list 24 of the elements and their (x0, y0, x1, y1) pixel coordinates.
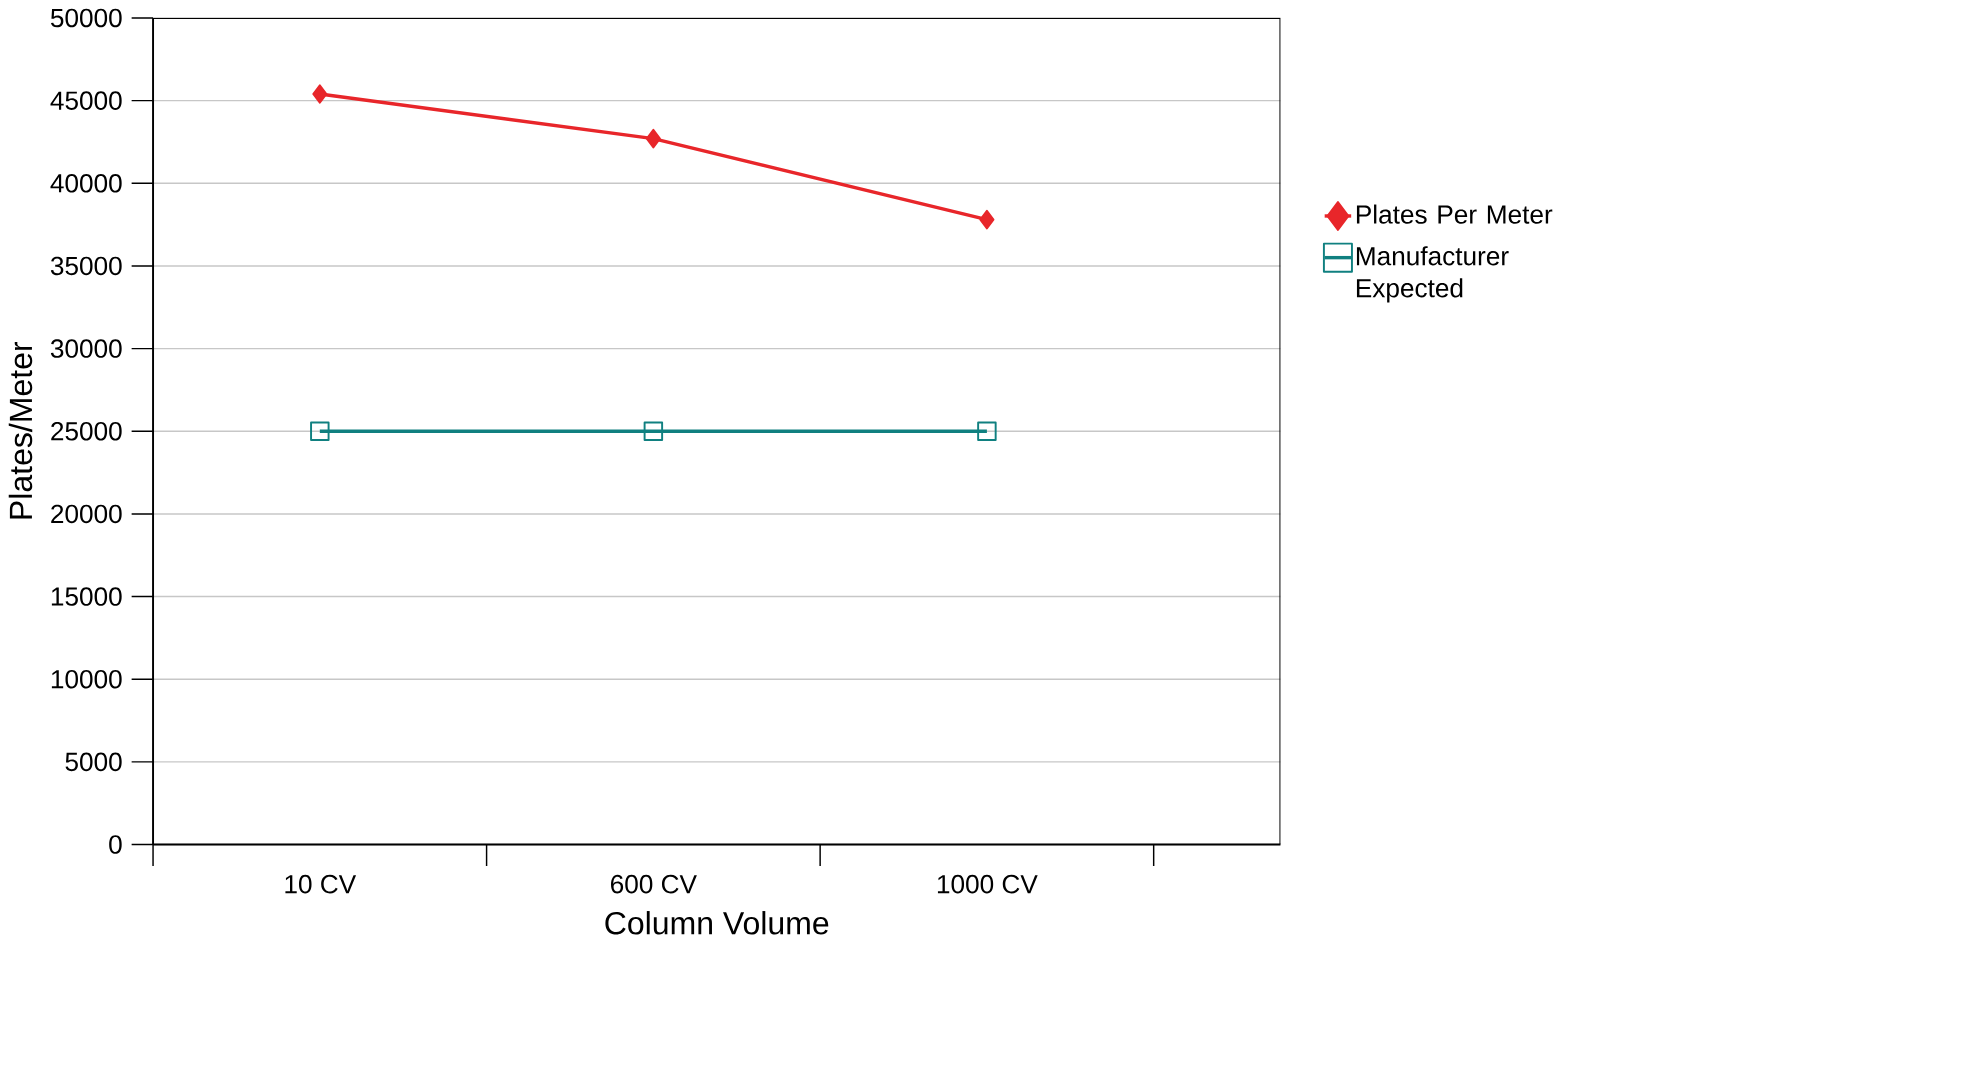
y-axis-title: Plates/Meter (8, 341, 33, 519)
y-tick-label: 20000 (51, 504, 122, 524)
y-tick-label: 35000 (50, 256, 122, 276)
y-tick-label: 5000 (65, 752, 122, 771)
point (977, 421, 997, 441)
legend-label: Manufacturer Expected (1356, 246, 1509, 303)
point (645, 128, 661, 149)
point (643, 421, 664, 441)
y-tick-label: 50000 (50, 8, 122, 28)
x-axis-title: Column Volume (605, 910, 829, 935)
legend-label: Plates Per Meter (1356, 204, 1553, 224)
y-tick-label: 25000 (51, 421, 122, 441)
point (310, 421, 330, 441)
x-tick-label: 10 CV (285, 874, 357, 894)
y-tick-label: 45000 (50, 91, 122, 110)
y-tick-label: 0 (109, 835, 122, 854)
point (312, 84, 328, 104)
x-tick-label: 600 CV (611, 874, 697, 894)
y-tick-label: 10000 (51, 669, 122, 689)
y-tick-label: 30000 (50, 339, 122, 358)
y-tick-label: 40000 (50, 173, 122, 193)
x-tick-label: 1000 CV (937, 874, 1038, 894)
point (979, 209, 995, 230)
y-tick-label: 15000 (51, 587, 122, 606)
